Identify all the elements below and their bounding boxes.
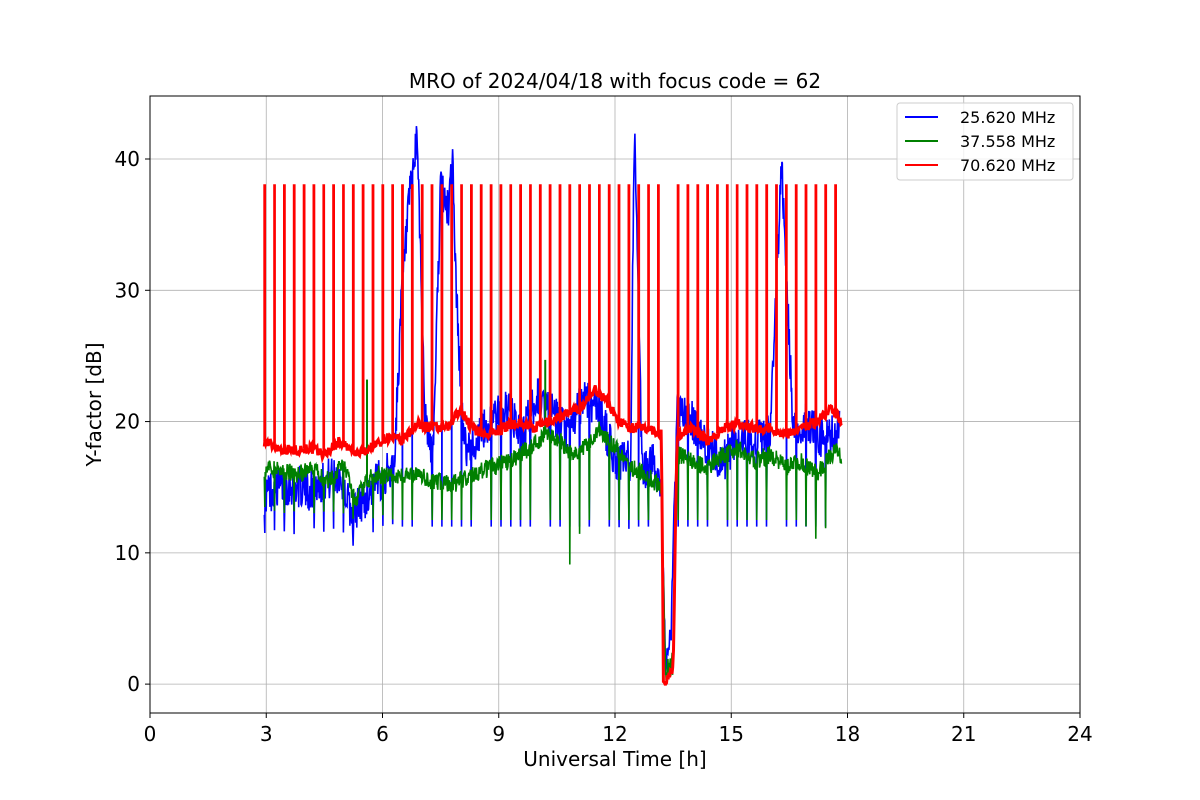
legend-label: 37.558 MHz — [960, 132, 1055, 151]
y-tick-label: 40 — [115, 147, 140, 171]
legend-frame — [896, 102, 1074, 181]
series-red-trace — [262, 384, 843, 686]
series-green-trace — [263, 421, 843, 680]
x-tick-label: 0 — [144, 722, 157, 746]
x-tick-label: 24 — [1067, 722, 1092, 746]
x-axis-label: Universal Time [h] — [523, 747, 706, 771]
y-tick-label: 30 — [115, 278, 140, 302]
y-tick-label: 0 — [127, 672, 140, 696]
legend: 25.620 MHz 37.558 MHz 70.620 MHz — [896, 102, 1074, 181]
legend-label: 70.620 MHz — [960, 156, 1055, 175]
x-tick-label: 6 — [376, 722, 389, 746]
chart-title: MRO of 2024/04/18 with focus code = 62 — [409, 69, 821, 93]
x-tick-label: 15 — [719, 722, 744, 746]
x-tick-label: 21 — [951, 722, 976, 746]
axis-layer: 0 3 6 9 12 15 18 21 24 0 10 20 30 40 — [115, 147, 1093, 746]
x-tick-label: 12 — [602, 722, 627, 746]
x-tick-label: 9 — [492, 722, 505, 746]
legend-items: 25.620 MHz 37.558 MHz 70.620 MHz — [905, 108, 1055, 175]
x-tick-label: 18 — [835, 722, 860, 746]
y-tick-label: 20 — [115, 410, 140, 434]
series-layer — [262, 126, 843, 686]
y-axis-label: Y-factor [dB] — [82, 342, 106, 467]
x-tick-label: 3 — [260, 722, 273, 746]
y-tick-label: 10 — [115, 541, 140, 565]
series-red-calibration-pulses — [263, 184, 837, 454]
legend-label: 25.620 MHz — [960, 108, 1055, 127]
